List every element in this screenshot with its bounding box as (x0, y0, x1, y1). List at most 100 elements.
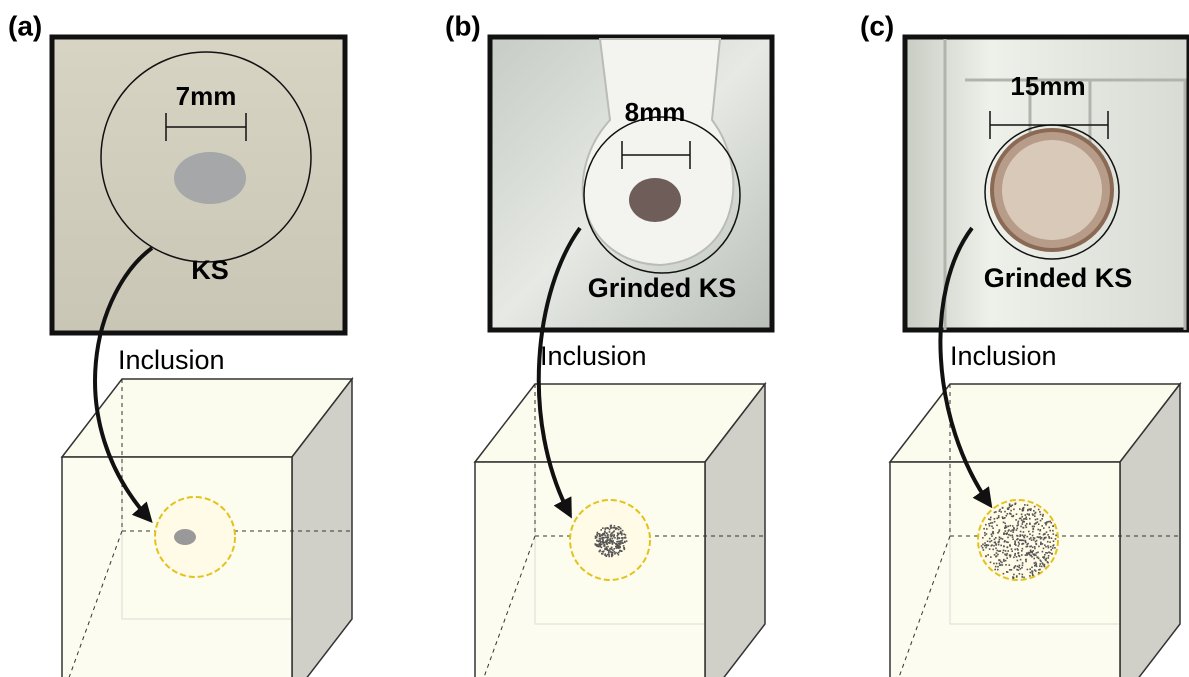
particle (614, 537, 616, 539)
particle (1003, 533, 1005, 535)
particle (611, 554, 613, 556)
particle (1007, 513, 1009, 515)
particle (1037, 557, 1039, 559)
particle (1032, 528, 1034, 530)
particle (1006, 547, 1008, 549)
particle (1032, 531, 1034, 533)
particle (623, 545, 625, 547)
particle (1015, 565, 1017, 567)
particle (1025, 554, 1027, 556)
particle (1009, 564, 1011, 566)
particle (989, 525, 991, 527)
particle (997, 569, 999, 571)
particle (1019, 565, 1021, 567)
particle (996, 518, 998, 520)
particle (610, 525, 612, 527)
particle (1003, 546, 1005, 548)
particle (1027, 569, 1029, 571)
particle (617, 553, 619, 555)
particle (1010, 556, 1012, 558)
particle (990, 556, 992, 558)
particle (987, 554, 989, 556)
particle (618, 543, 620, 545)
particle (613, 534, 615, 536)
particle (1032, 526, 1034, 528)
particle (1030, 510, 1032, 512)
particle (1030, 572, 1032, 574)
particle (1020, 531, 1022, 533)
particle (1042, 514, 1044, 516)
particle (1047, 541, 1049, 543)
particle (1030, 537, 1032, 539)
particle (1037, 529, 1039, 531)
particle (615, 529, 617, 531)
particle (1036, 544, 1038, 546)
particle (625, 537, 627, 539)
particle (1010, 530, 1012, 532)
particle (998, 544, 1000, 546)
particle (1038, 523, 1040, 525)
particle (1049, 541, 1051, 543)
particle (1000, 561, 1002, 563)
particle (612, 543, 614, 545)
particle (1017, 535, 1019, 537)
particle (1023, 521, 1025, 523)
process-label: Inclusion (950, 341, 1057, 371)
particle (1015, 503, 1017, 505)
particle (1039, 569, 1041, 571)
particle (622, 537, 624, 539)
particle (1000, 545, 1002, 547)
particle (616, 547, 618, 549)
dimension-label: 15mm (1010, 71, 1085, 101)
particle (1051, 553, 1053, 555)
particle (611, 535, 613, 537)
particle (619, 543, 621, 545)
particle (998, 517, 1000, 519)
particle (984, 535, 986, 537)
particle (1009, 513, 1011, 515)
particle (1003, 573, 1005, 575)
panel-label: (c) (860, 10, 894, 41)
particle (1041, 525, 1043, 527)
particle (598, 540, 600, 542)
particle (1047, 552, 1049, 554)
particle (1009, 569, 1011, 571)
particle (606, 537, 608, 539)
particle (990, 562, 992, 564)
particle (621, 550, 623, 552)
particle (1040, 536, 1042, 538)
particle (598, 533, 600, 535)
particle (1002, 507, 1004, 509)
particle (1018, 552, 1020, 554)
particle (1025, 559, 1027, 561)
particle (1048, 557, 1050, 559)
particle (1012, 538, 1014, 540)
particle (985, 556, 987, 558)
particle (602, 537, 604, 539)
particle (613, 536, 615, 538)
particle (995, 537, 997, 539)
particle (1022, 535, 1024, 537)
particle (602, 551, 604, 553)
particle (1029, 518, 1031, 520)
particle (1017, 548, 1019, 550)
particle (1002, 564, 1004, 566)
figure: 7mmKS(a)Inclusion8mmGrinded KS(b)Inclusi… (0, 0, 1189, 677)
particle (1037, 552, 1039, 554)
particle (1025, 514, 1027, 516)
particle (1038, 546, 1040, 548)
particle (1036, 552, 1038, 554)
particle (1055, 538, 1057, 540)
particle (1017, 524, 1019, 526)
particle (1033, 539, 1035, 541)
particle (994, 539, 996, 541)
particle (1053, 540, 1055, 542)
particle (1014, 555, 1016, 557)
particle (607, 543, 609, 545)
particle (621, 540, 623, 542)
particle (1029, 575, 1031, 577)
particle (1021, 567, 1023, 569)
particle (1022, 523, 1024, 525)
particle (612, 538, 614, 540)
particle (1023, 518, 1025, 520)
